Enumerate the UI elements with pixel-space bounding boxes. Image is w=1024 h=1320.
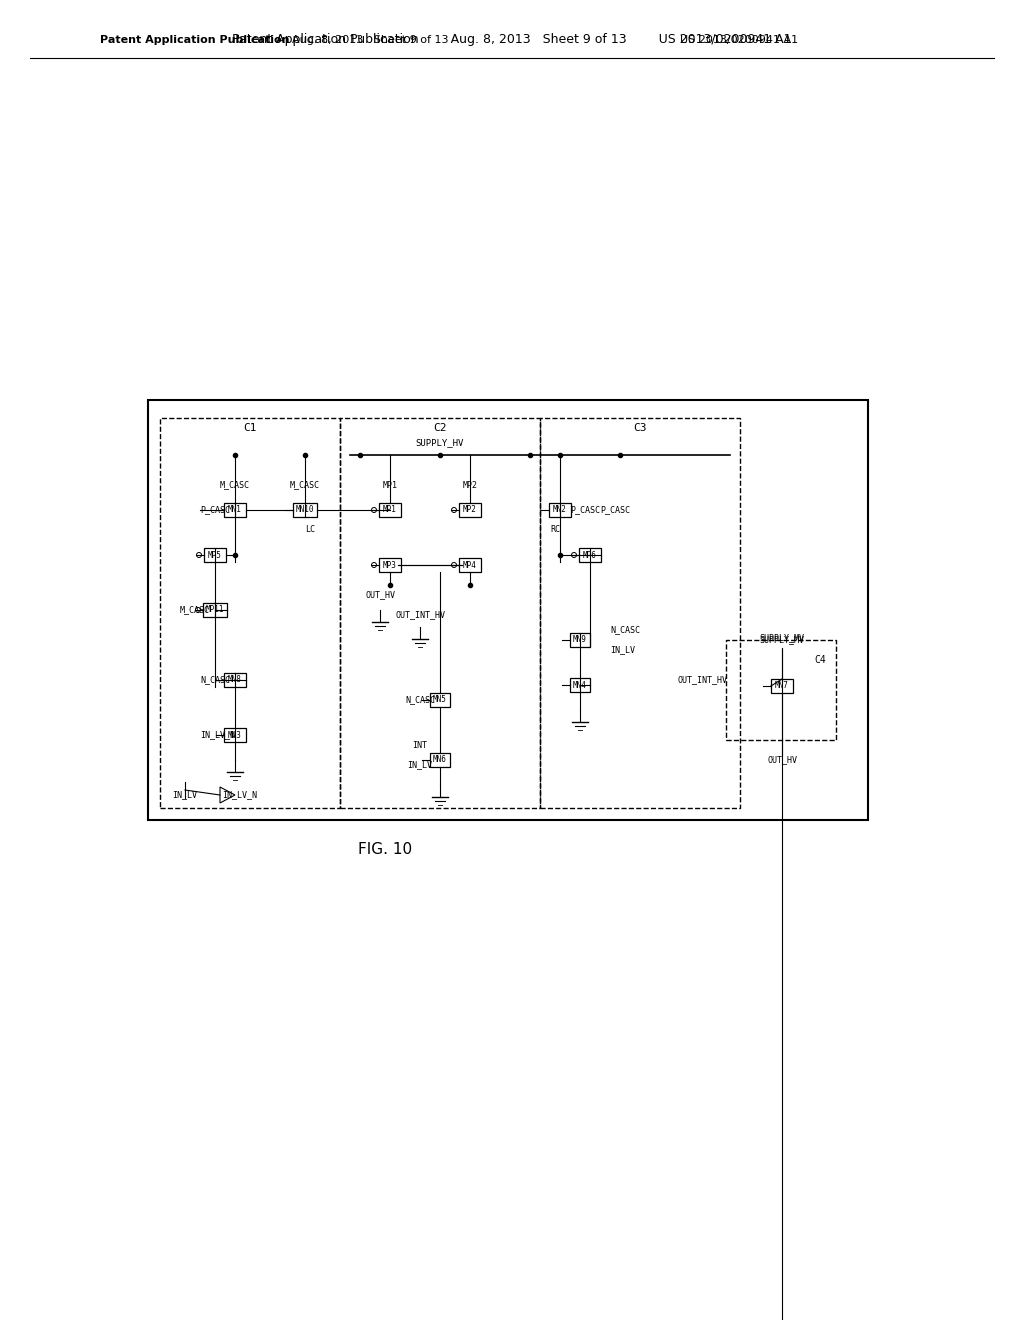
Bar: [148, 400, 868, 820]
Bar: [204, 548, 226, 562]
Text: FIG. 10: FIG. 10: [358, 842, 412, 858]
Text: N_CASC: N_CASC: [610, 626, 640, 635]
Text: SUPPLY_HV: SUPPLY_HV: [416, 438, 464, 447]
Bar: [430, 693, 450, 708]
Text: IN_LV_N: IN_LV_N: [222, 791, 257, 800]
Text: M_CASC: M_CASC: [180, 606, 210, 615]
Text: MP1: MP1: [383, 506, 397, 515]
Text: MN2: MN2: [553, 506, 567, 515]
Text: OUT_HV: OUT_HV: [767, 755, 797, 764]
Bar: [379, 558, 401, 572]
Bar: [160, 418, 340, 808]
Bar: [540, 418, 740, 808]
Text: C1: C1: [244, 422, 257, 433]
Text: OUT_HV: OUT_HV: [365, 590, 395, 599]
Text: MN3: MN3: [228, 730, 242, 739]
Text: C3: C3: [633, 422, 647, 433]
Text: N_CASC: N_CASC: [406, 696, 435, 705]
Text: SUPPLY_MV: SUPPLY_MV: [760, 634, 805, 643]
Bar: [570, 634, 590, 647]
Text: MP4: MP4: [463, 561, 477, 569]
Bar: [771, 678, 793, 693]
Text: MP3: MP3: [383, 561, 397, 569]
Text: MP1: MP1: [383, 480, 397, 490]
Text: MN4: MN4: [573, 681, 587, 689]
Text: M_CASC: M_CASC: [290, 480, 319, 490]
Text: MN7: MN7: [775, 681, 788, 690]
Bar: [293, 503, 317, 517]
Bar: [430, 752, 450, 767]
Text: N_CASC: N_CASC: [200, 676, 230, 685]
Text: P_CASC: P_CASC: [200, 506, 230, 515]
Text: P_CASC: P_CASC: [600, 506, 630, 515]
Text: SUPPLY_MV: SUPPLY_MV: [760, 635, 805, 644]
Text: MP5: MP5: [208, 550, 222, 560]
Text: US 2013/0200941 A1: US 2013/0200941 A1: [680, 36, 798, 45]
Bar: [224, 729, 246, 742]
Text: OUT_INT_HV: OUT_INT_HV: [678, 676, 728, 685]
Text: Patent Application Publication: Patent Application Publication: [100, 36, 290, 45]
Text: MN8: MN8: [228, 676, 242, 685]
Bar: [340, 418, 540, 808]
Text: MP11: MP11: [206, 606, 224, 615]
Text: MN5: MN5: [433, 696, 446, 705]
Bar: [726, 640, 836, 741]
Text: IN_LV_N: IN_LV_N: [200, 730, 234, 739]
Bar: [224, 503, 246, 517]
Text: MP2: MP2: [463, 506, 477, 515]
Text: OUT_INT_HV: OUT_INT_HV: [395, 610, 445, 619]
Text: MN9: MN9: [573, 635, 587, 644]
Bar: [459, 558, 481, 572]
Text: INT: INT: [413, 741, 427, 750]
Text: MP2: MP2: [463, 480, 477, 490]
Bar: [549, 503, 571, 517]
Bar: [579, 548, 601, 562]
Bar: [224, 673, 246, 686]
Text: P_CASC: P_CASC: [570, 506, 600, 515]
Text: C2: C2: [433, 422, 446, 433]
Text: MN10: MN10: [296, 506, 314, 515]
Bar: [203, 603, 227, 616]
Text: C4: C4: [814, 655, 826, 665]
Text: M_CASC: M_CASC: [220, 480, 250, 490]
Text: MN1: MN1: [228, 506, 242, 515]
Text: LC: LC: [305, 525, 315, 535]
Bar: [570, 678, 590, 692]
Text: IN_LV: IN_LV: [408, 760, 432, 770]
Text: RC: RC: [550, 525, 560, 535]
Text: IN_LV: IN_LV: [610, 645, 635, 655]
Bar: [379, 503, 401, 517]
Text: Patent Application Publication        Aug. 8, 2013   Sheet 9 of 13        US 201: Patent Application Publication Aug. 8, 2…: [232, 33, 792, 46]
Text: IN_LV: IN_LV: [172, 791, 198, 800]
Bar: [459, 503, 481, 517]
Text: MP6: MP6: [583, 550, 597, 560]
Text: Aug. 8, 2013   Sheet 9 of 13: Aug. 8, 2013 Sheet 9 of 13: [292, 36, 449, 45]
Text: MN6: MN6: [433, 755, 446, 764]
